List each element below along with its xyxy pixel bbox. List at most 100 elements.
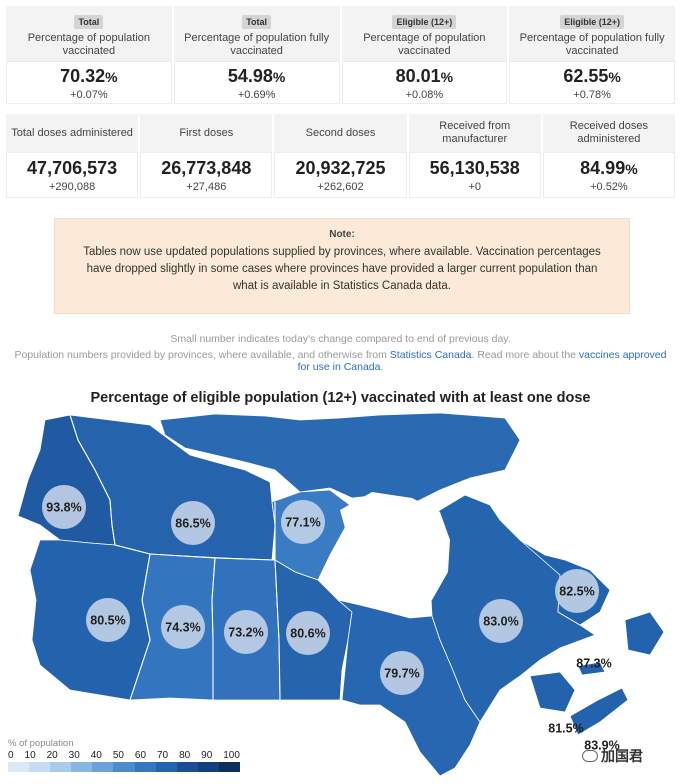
watermark-text: 加国君 xyxy=(601,748,643,764)
label-bubble-bc xyxy=(86,598,130,642)
legend-tick: 70 xyxy=(156,750,169,761)
info-line-mid: . Read more about the xyxy=(471,349,579,361)
legend-tick: 60 xyxy=(134,750,147,761)
stat-change: +27,486 xyxy=(186,181,227,193)
label-bubble-quebec xyxy=(479,599,523,643)
label-bubble-nwt xyxy=(171,501,215,545)
legend-tick: 80 xyxy=(179,750,191,761)
legend-swatch xyxy=(176,762,198,772)
map-legend: % of population 0 10 20 30 40 50 60 70 80 90 100 xyxy=(8,738,244,772)
legend-swatch xyxy=(113,762,135,772)
stat-value: 54.98 xyxy=(227,66,273,86)
region-nova-scotia[interactable] xyxy=(569,687,629,736)
label-bubble-nunavut xyxy=(281,500,325,544)
stat-label: Percentage of population vaccinated xyxy=(363,32,486,57)
stat-value: 70.32 xyxy=(60,66,106,86)
legend-color-bar xyxy=(8,762,241,772)
legend-swatch xyxy=(155,762,177,772)
label-bc: 80.5% xyxy=(90,614,125,628)
legend-label: % of population xyxy=(8,738,74,749)
legend-tick: 40 xyxy=(90,750,102,761)
label-saskatchewan: 73.2% xyxy=(228,626,263,640)
stat-label: Percentage of population vaccinated xyxy=(27,32,151,57)
legend-swatch xyxy=(8,762,30,772)
stats-row-percentages: Total Percentage of population vaccinated… xyxy=(6,6,675,104)
info-text: Small number indicates today's change co… xyxy=(0,333,681,373)
stat-change: +0.52% xyxy=(590,181,628,193)
label-bubble-saskatchewan xyxy=(224,610,268,654)
stat-value: 84.99 xyxy=(580,158,626,178)
stat-card-received-administered: Received doses administered 84.99% +0.52% xyxy=(542,114,676,198)
stats-row-doses: Total doses administered 47,706,573 +290,… xyxy=(6,114,676,198)
map-labels: 93.8% 86.5% 77.1% 80.5% 74.3% 73.2% 80.6% 79.7%… xyxy=(42,485,620,753)
legend-tick: 100 xyxy=(223,750,240,761)
label-bubble-newfoundland xyxy=(555,569,599,613)
region-nunavut-islands[interactable] xyxy=(159,412,521,506)
stat-card-total-vaccinated: Total Percentage of population vaccinated… xyxy=(6,6,172,104)
stat-change: +290,088 xyxy=(49,181,96,193)
label-manitoba: 80.6% xyxy=(290,627,325,641)
legend-swatch xyxy=(29,762,51,772)
region-pei[interactable] xyxy=(577,661,606,676)
label-bubble-alberta xyxy=(161,605,205,649)
stat-value: 56,130,538 xyxy=(429,158,520,178)
hudson-bay xyxy=(318,492,450,618)
watermark: 加国君 xyxy=(582,746,643,766)
stat-change: +262,602 xyxy=(317,181,364,193)
label-newfoundland: 82.5% xyxy=(559,585,594,599)
label-nunavut: 77.1% xyxy=(285,516,320,530)
info-line-population: Population numbers provided by provinces… xyxy=(14,349,390,361)
label-ontario: 79.7% xyxy=(384,667,419,681)
stat-unit: % xyxy=(440,69,454,85)
legend-tick: 0 xyxy=(8,750,14,761)
stat-label: Received doses administered xyxy=(569,120,649,145)
note-text: Tables now use updated populations suppl… xyxy=(83,246,601,292)
legend-tick: 90 xyxy=(201,750,213,761)
legend-ticks: 0 10 20 30 40 50 60 70 80 90 100 xyxy=(8,750,240,761)
legend-swatch xyxy=(218,762,241,772)
stat-label: First doses xyxy=(179,126,234,139)
stat-value: 62.55 xyxy=(563,66,609,86)
stat-value: 26,773,848 xyxy=(161,158,252,178)
stat-value: 20,932,725 xyxy=(295,158,386,178)
stat-label: Total doses administered xyxy=(11,126,133,139)
stat-value: 47,706,573 xyxy=(27,158,118,178)
stat-change: +0.69% xyxy=(237,89,276,101)
label-bubble-manitoba xyxy=(286,611,330,655)
stat-unit: % xyxy=(625,161,638,177)
stat-card-second-doses: Second doses 20,932,725 +262,602 xyxy=(274,114,407,198)
label-new-brunswick: 81.5% xyxy=(548,722,583,736)
legend-swatch xyxy=(134,762,156,772)
info-line-change: Small number indicates today's change co… xyxy=(170,333,511,345)
stat-card-eligible-fully-vaccinated: Eligible (12+) Percentage of population f… xyxy=(509,6,675,104)
stat-badge: Total xyxy=(242,15,272,29)
stat-unit: % xyxy=(105,69,118,85)
stat-badge: Eligible (12+) xyxy=(560,15,625,29)
label-nwt: 86.5% xyxy=(175,517,210,531)
stat-change: +0.78% xyxy=(573,89,611,101)
stat-value: 80.01 xyxy=(395,66,441,86)
province-borders xyxy=(69,414,281,701)
stat-card-total-fully-vaccinated: Total Percentage of population fully vacc… xyxy=(173,6,340,104)
stat-card-received: Received from manufacturer 56,130,538 +0 xyxy=(408,114,541,198)
stat-label: Received from manufacturer xyxy=(439,120,511,145)
region-new-brunswick[interactable] xyxy=(529,671,576,713)
statistics-canada-link[interactable]: Statistics Canada xyxy=(389,349,472,361)
region-newfoundland-island[interactable] xyxy=(624,611,665,656)
stat-label: Second doses xyxy=(305,126,376,139)
legend-tick: 10 xyxy=(24,750,36,761)
label-pei: 87.3% xyxy=(576,657,611,671)
label-alberta: 74.3% xyxy=(165,621,200,635)
legend-tick: 50 xyxy=(112,750,124,761)
stat-label: Percentage of population fully vaccinate… xyxy=(184,32,330,57)
vaccines-approved-link[interactable]: vaccines approved for use in Canada xyxy=(297,349,667,373)
legend-swatch xyxy=(197,762,219,772)
label-bubble-ontario xyxy=(380,651,424,695)
legend-swatch xyxy=(50,762,72,772)
legend-swatch xyxy=(71,762,93,772)
label-yukon: 93.8% xyxy=(46,501,81,515)
stat-change: +0.08% xyxy=(405,89,444,101)
stat-unit: % xyxy=(272,69,286,85)
note-box: Note: Tables now use updated populations… xyxy=(54,218,630,314)
label-nova-scotia: 83.9% xyxy=(584,739,619,753)
